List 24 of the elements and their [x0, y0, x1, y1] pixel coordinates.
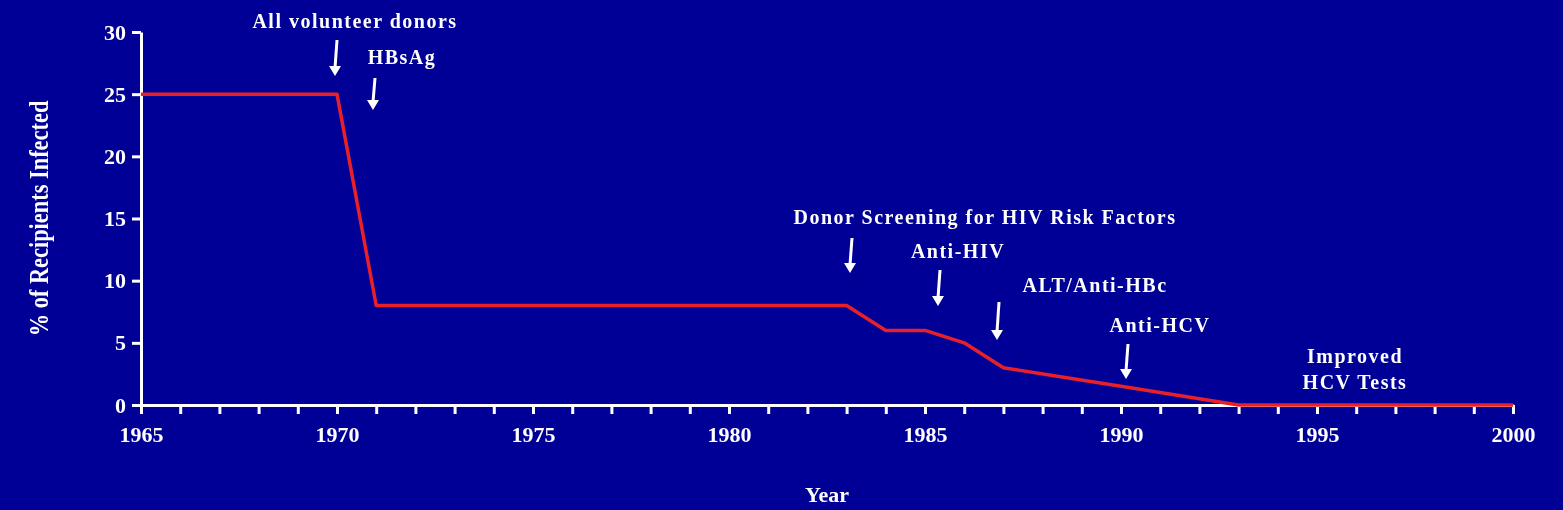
- x-tick-label: 1995: [1295, 421, 1340, 447]
- x-tick-label: 1980: [707, 421, 752, 447]
- x-tick-label: 1970: [315, 421, 360, 447]
- x-tick-label: 1985: [903, 421, 948, 447]
- y-tick-label: 25: [104, 81, 126, 107]
- y-tick-label: 15: [104, 206, 126, 232]
- y-tick-label: 0: [115, 392, 126, 418]
- text: All volunteer donors: [252, 10, 458, 32]
- annotation: Donor Screening for HIV Risk Factors: [793, 206, 1177, 229]
- annotation: ALT/Anti-HBc: [1022, 274, 1168, 296]
- x-axis-title: Year: [805, 482, 850, 507]
- annotation: Anti-HCV: [1109, 314, 1211, 336]
- y-tick-label: 10: [104, 268, 126, 294]
- y-tick-label: 30: [104, 19, 126, 45]
- annotation: HBsAg: [367, 46, 437, 69]
- x-tick-label: 1965: [119, 421, 164, 447]
- y-tick-label: 5: [115, 330, 126, 356]
- x-tick-label: 1975: [511, 421, 556, 447]
- annotation: Improved HCV Tests: [1302, 345, 1408, 393]
- annotation: Anti-HIV: [910, 240, 1006, 262]
- x-tick-label: 1990: [1099, 421, 1144, 447]
- y-axis-title: % of Recipients Infected: [22, 100, 54, 337]
- x-tick-label: 2000: [1491, 421, 1536, 447]
- y-tick-label: 20: [104, 143, 126, 169]
